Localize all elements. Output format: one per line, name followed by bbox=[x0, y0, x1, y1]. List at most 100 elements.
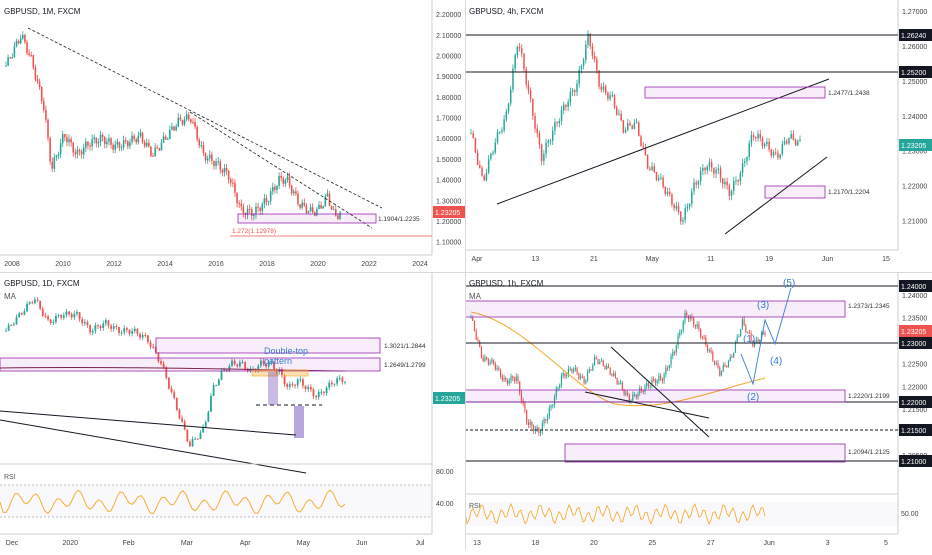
candle-body bbox=[97, 141, 100, 144]
candle-body bbox=[697, 181, 700, 185]
wedge-lower-line bbox=[724, 156, 828, 235]
candle-body bbox=[170, 388, 173, 393]
candle-body bbox=[217, 379, 220, 386]
candle-body bbox=[503, 377, 505, 380]
candle-body bbox=[618, 113, 620, 115]
candle-body bbox=[282, 178, 285, 184]
rsi-label: RSI bbox=[469, 503, 481, 510]
x-tick-label: Jul bbox=[416, 540, 425, 547]
wave-label: (4) bbox=[770, 356, 782, 367]
rsi-tick-label: 40.00 bbox=[436, 501, 454, 508]
candle-body bbox=[118, 327, 120, 334]
candle-body bbox=[512, 376, 514, 379]
candle-body bbox=[86, 321, 89, 326]
candle-body bbox=[334, 209, 337, 216]
x-tick-label: Dec bbox=[6, 540, 19, 547]
candle-body bbox=[494, 363, 496, 370]
candle-body bbox=[149, 342, 152, 347]
candle-body bbox=[701, 336, 703, 338]
candle-body bbox=[194, 122, 196, 127]
candle-body bbox=[64, 134, 66, 138]
candle-body bbox=[241, 362, 244, 364]
panel-4h[interactable]: GBPUSD, 4h, FXCM 1.27000 1.26000 1.25000 1.… bbox=[465, 0, 932, 272]
y-tick-label: 1.20000 bbox=[436, 219, 461, 226]
candle-body bbox=[729, 356, 731, 362]
level-badge: 1.21000 bbox=[901, 459, 926, 466]
candle-body bbox=[518, 46, 521, 49]
candle-body bbox=[492, 152, 494, 154]
candle-body bbox=[710, 350, 712, 353]
candle-body bbox=[533, 425, 535, 431]
candle-body bbox=[38, 81, 41, 88]
candle-body bbox=[175, 398, 178, 410]
hourly-chart-svg[interactable]: GBPUSD, 1h, FXCM MA 1.24000 1.23500 1.2300… bbox=[464, 272, 932, 550]
x-tick-label: 2022 bbox=[361, 261, 377, 268]
candle-body bbox=[9, 57, 12, 59]
candle-body bbox=[663, 374, 665, 381]
candle-body bbox=[505, 111, 508, 120]
support-zone bbox=[464, 389, 846, 403]
candle-body bbox=[173, 126, 175, 131]
candle-body bbox=[534, 115, 536, 129]
candle-body bbox=[28, 302, 31, 304]
candle-body bbox=[133, 328, 136, 332]
candle-body bbox=[26, 303, 28, 312]
candle-body bbox=[292, 191, 295, 194]
x-tick-label: 18 bbox=[532, 540, 540, 547]
panel-daily[interactable]: GBPUSD, 1D, FXCM MA Dec 2020 Feb Mar Apr May J… bbox=[0, 272, 465, 550]
candle-body bbox=[724, 365, 726, 367]
candle-body bbox=[166, 138, 169, 140]
candle-body bbox=[768, 141, 770, 150]
candle-body bbox=[743, 319, 745, 326]
candle-body bbox=[28, 53, 30, 55]
candle-body bbox=[607, 92, 609, 99]
candle-body bbox=[689, 316, 691, 320]
candle-body bbox=[631, 125, 633, 130]
candle-body bbox=[470, 317, 472, 319]
daily-chart-svg[interactable]: GBPUSD, 1D, FXCM MA Dec 2020 Feb Mar Apr May J… bbox=[0, 272, 465, 550]
level-badge: 1.23000 bbox=[901, 341, 926, 348]
level-badge: 1.26240 bbox=[901, 33, 926, 40]
candle-body bbox=[7, 324, 10, 331]
candle-body bbox=[529, 90, 532, 99]
candle-body bbox=[660, 177, 662, 179]
candle-body bbox=[675, 345, 677, 353]
candle-body bbox=[305, 205, 308, 213]
candle-body bbox=[5, 330, 7, 332]
candle-body bbox=[269, 191, 272, 202]
panel-1h[interactable]: GBPUSD, 1h, FXCM MA 1.24000 1.23500 1.2300… bbox=[464, 272, 932, 550]
candle-body bbox=[290, 185, 293, 194]
candle-body bbox=[112, 326, 115, 329]
wedge-upper-line bbox=[610, 346, 710, 438]
trend-line-upper bbox=[27, 27, 383, 209]
monthly-chart-svg[interactable]: GBPUSD, 1M, FXCM 2.20000 2.10000 2.00000 1.… bbox=[0, 0, 465, 272]
candle-body bbox=[706, 344, 709, 351]
candle-body bbox=[304, 385, 307, 390]
candle-body bbox=[150, 146, 152, 156]
candle-body bbox=[712, 352, 714, 361]
candle-body bbox=[677, 205, 680, 212]
y-tick-label: 1.27000 bbox=[902, 9, 927, 16]
candle-body bbox=[694, 324, 697, 327]
candle-body bbox=[536, 128, 538, 134]
x-tick-label: 13 bbox=[473, 540, 481, 547]
y-tick-label: 1.40000 bbox=[436, 178, 461, 185]
panel-monthly[interactable]: GBPUSD, 1M, FXCM 2.20000 2.10000 2.00000 1.… bbox=[0, 0, 465, 272]
candle-body bbox=[296, 379, 299, 386]
candle-body bbox=[303, 202, 306, 206]
candle-body bbox=[476, 152, 479, 165]
candle-body bbox=[660, 375, 662, 379]
level-badge: 1.25200 bbox=[901, 70, 926, 77]
candle-body bbox=[326, 193, 329, 197]
candle-body bbox=[719, 168, 722, 179]
candle-body bbox=[231, 360, 233, 366]
candle-body bbox=[653, 166, 656, 172]
candle-body bbox=[148, 142, 150, 147]
candle-body bbox=[173, 392, 176, 399]
candle-body bbox=[493, 359, 495, 364]
candle-body bbox=[186, 429, 189, 442]
candle-body bbox=[662, 177, 664, 188]
candle-body bbox=[579, 376, 582, 379]
candle-body bbox=[229, 179, 232, 183]
h4-chart-svg[interactable]: GBPUSD, 4h, FXCM 1.27000 1.26000 1.25000 1.… bbox=[465, 0, 932, 272]
